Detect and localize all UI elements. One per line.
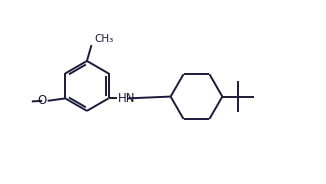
Text: O: O: [37, 94, 46, 107]
Text: CH₃: CH₃: [94, 34, 113, 44]
Text: HN: HN: [118, 92, 135, 105]
